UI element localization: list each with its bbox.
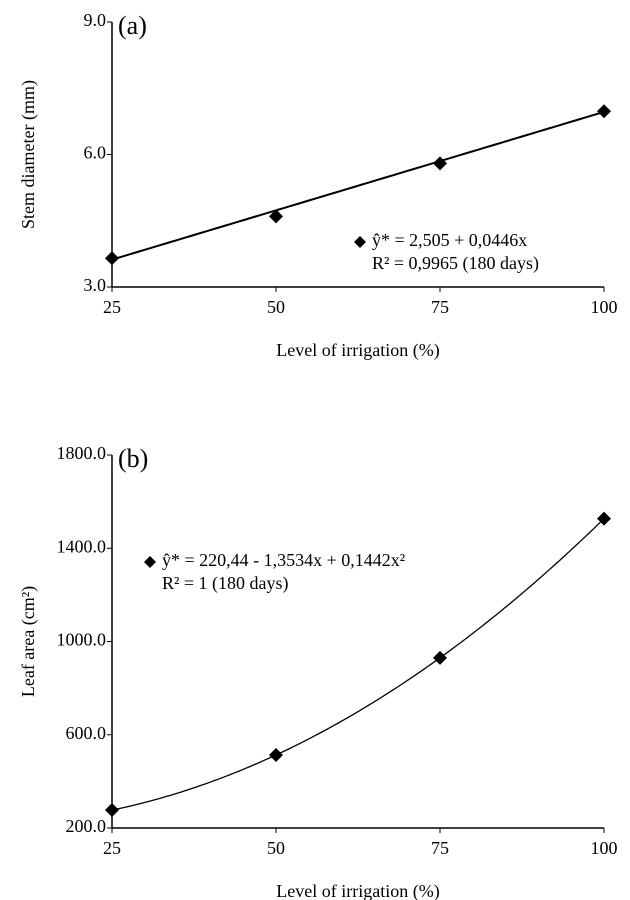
fit-equation: ŷ* = 220,44 - 1,3534x + 0,1442x² — [162, 550, 405, 570]
x-tick-label: 50 — [267, 297, 285, 317]
y-tick-label: 600.0 — [66, 723, 107, 743]
y-tick-label: 200.0 — [66, 816, 107, 836]
fit-equation: ŷ* = 2,505 + 0,0446x — [372, 230, 527, 250]
fit-r2: R² = 0,9965 (180 days) — [372, 253, 539, 274]
panel-label: (a) — [118, 11, 147, 40]
fit-curve — [111, 518, 605, 811]
data-point — [433, 156, 447, 171]
y-tick-label: 9.0 — [84, 10, 107, 30]
data-point — [269, 209, 283, 224]
x-tick-label: 50 — [267, 838, 285, 858]
x-axis-title: Level of irrigation (%) — [276, 340, 439, 361]
y-tick-label: 6.0 — [84, 143, 107, 163]
x-tick-label: 100 — [591, 297, 618, 317]
x-tick-label: 100 — [591, 838, 618, 858]
y-tick-label: 1400.0 — [57, 536, 107, 556]
data-point — [597, 511, 611, 526]
data-point — [433, 650, 447, 665]
legend-marker — [144, 556, 156, 568]
y-axis-title: Stem diameter (mm) — [18, 80, 39, 229]
x-tick-label: 25 — [103, 838, 121, 858]
y-tick-label: 1000.0 — [57, 630, 107, 650]
y-axis-title: Leaf area (cm²) — [18, 586, 39, 697]
panel-label: (b) — [118, 444, 148, 473]
legend-marker — [354, 236, 366, 248]
data-point — [597, 104, 611, 119]
data-point — [105, 803, 119, 818]
y-tick-label: 1800.0 — [57, 443, 107, 463]
data-point — [269, 748, 283, 763]
fit-curve — [111, 110, 605, 261]
data-point — [105, 251, 119, 266]
x-axis-title: Level of irrigation (%) — [276, 881, 439, 900]
y-tick-label: 3.0 — [84, 275, 107, 295]
x-tick-label: 75 — [431, 297, 449, 317]
x-tick-label: 75 — [431, 838, 449, 858]
fit-r2: R² = 1 (180 days) — [162, 573, 289, 594]
x-tick-label: 25 — [103, 297, 121, 317]
